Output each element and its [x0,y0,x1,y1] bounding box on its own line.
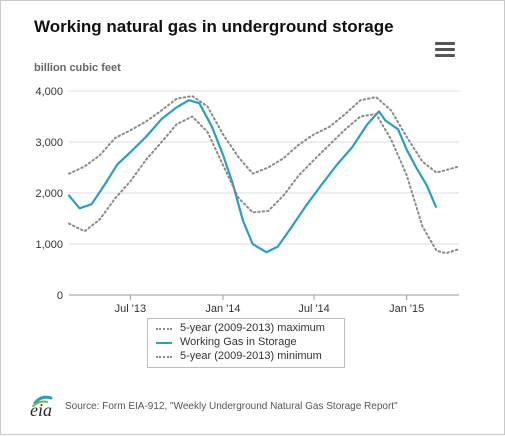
legend-swatch-working-gas [156,342,172,344]
y-tick-label: 0 [57,290,63,302]
eia-logo[interactable]: eia [29,394,61,422]
legend-label-working-gas: Working Gas in Storage [180,336,297,348]
x-tick-label: Jan '14 [205,303,240,315]
y-tick-label: 2,000 [35,188,63,200]
legend-label-minimum: 5-year (2009-2013) minimum [180,350,322,362]
eia-logo-swoosh-icon [32,395,53,407]
legend-label-maximum: 5-year (2009-2013) maximum [180,322,325,334]
series-line-working-gas [67,99,437,254]
x-tick-label: Jul '14 [298,303,329,315]
y-tick-label: 1,000 [35,239,63,251]
legend-swatch-maximum [156,328,172,330]
chart-title: Working natural gas in underground stora… [34,17,394,36]
eia-logo-text: eia [30,400,52,420]
hamburger-menu-icon[interactable] [435,42,455,58]
chart-legend: 5-year (2009-2013) maximum Working Gas i… [147,318,345,368]
legend-swatch-minimum [156,356,172,358]
x-tick-label: Jan '15 [389,303,424,315]
series-line-maximum [68,95,460,175]
source-note: Source: Form EIA-912, "Weekly Undergroun… [65,401,398,412]
y-tick-label: 4,000 [35,86,63,98]
series-line-minimum [68,113,460,255]
x-tick-label: Jul '13 [115,303,146,315]
y-tick-label: 3,000 [35,137,63,149]
y-axis-unit-label: billion cubic feet [34,62,121,74]
